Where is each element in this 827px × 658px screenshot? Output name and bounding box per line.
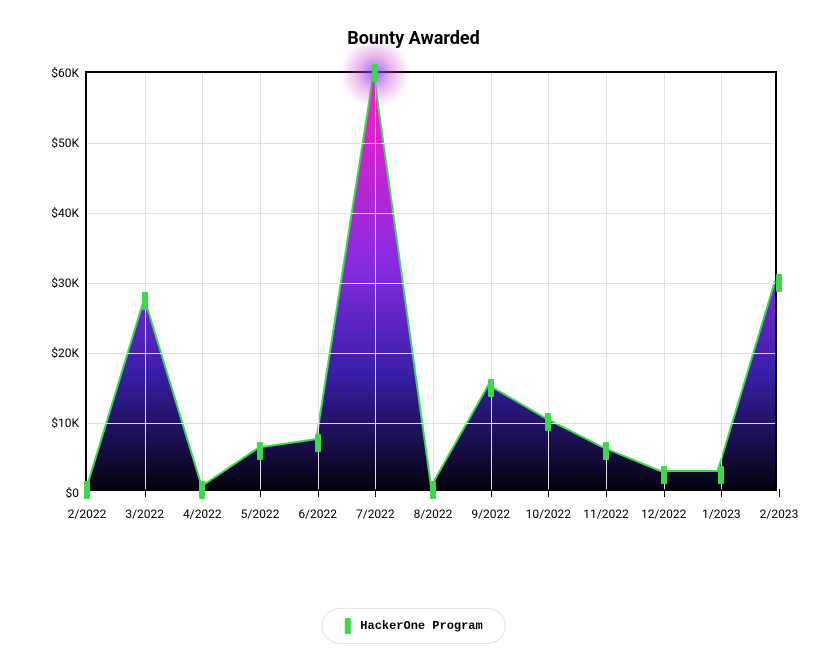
legend-label: HackerOne Program bbox=[360, 619, 482, 633]
x-gridline bbox=[202, 73, 203, 489]
y-gridline bbox=[87, 283, 775, 284]
area-svg bbox=[87, 73, 775, 489]
data-marker bbox=[661, 466, 667, 484]
x-gridline bbox=[145, 73, 146, 489]
y-gridline bbox=[87, 213, 775, 214]
data-marker bbox=[603, 442, 609, 460]
area-fill bbox=[87, 73, 775, 489]
series-line bbox=[87, 73, 775, 486]
x-gridline bbox=[664, 73, 665, 489]
data-marker bbox=[430, 481, 436, 499]
y-axis-label: $40K bbox=[51, 206, 87, 220]
x-axis-label: 2/2023 bbox=[760, 489, 799, 521]
y-axis-label: $20K bbox=[51, 346, 87, 360]
chart-title: Bounty Awarded bbox=[0, 0, 827, 49]
x-gridline bbox=[491, 73, 492, 489]
y-axis-label: $10K bbox=[51, 416, 87, 430]
data-marker bbox=[315, 434, 321, 452]
y-axis-label: $50K bbox=[51, 136, 87, 150]
x-gridline bbox=[721, 73, 722, 489]
y-gridline bbox=[87, 353, 775, 354]
y-gridline bbox=[87, 143, 775, 144]
y-axis-label: $30K bbox=[51, 276, 87, 290]
data-marker bbox=[545, 413, 551, 431]
x-gridline bbox=[606, 73, 607, 489]
y-axis-label: $60K bbox=[51, 66, 87, 80]
data-marker bbox=[257, 442, 263, 460]
legend: HackerOne Program bbox=[321, 608, 505, 644]
data-marker bbox=[142, 292, 148, 310]
x-axis-label: 1/2023 bbox=[702, 489, 741, 521]
plot-area: $0$10K$20K$30K$40K$50K$60K2/20223/20224/… bbox=[85, 71, 777, 491]
data-marker bbox=[488, 379, 494, 397]
chart-container: Bounty Awarded $0$10K$20K$30K$40K$50K$60… bbox=[0, 0, 827, 658]
x-axis-label: 6/2022 bbox=[298, 489, 337, 521]
x-gridline bbox=[433, 73, 434, 489]
x-gridline bbox=[375, 73, 376, 489]
data-marker bbox=[372, 64, 378, 82]
data-marker bbox=[776, 274, 782, 292]
x-axis-label: 7/2022 bbox=[356, 489, 395, 521]
x-gridline bbox=[260, 73, 261, 489]
x-axis-label: 9/2022 bbox=[471, 489, 510, 521]
x-gridline bbox=[318, 73, 319, 489]
data-marker bbox=[199, 481, 205, 499]
x-axis-label: 12/2022 bbox=[641, 489, 686, 521]
x-axis-label: 10/2022 bbox=[526, 489, 571, 521]
x-axis-label: 5/2022 bbox=[241, 489, 280, 521]
chart-wrap: $0$10K$20K$30K$40K$50K$60K2/20223/20224/… bbox=[85, 71, 777, 491]
x-axis-label: 3/2022 bbox=[125, 489, 164, 521]
legend-swatch bbox=[344, 618, 350, 634]
data-marker bbox=[718, 466, 724, 484]
data-marker bbox=[84, 481, 90, 499]
x-axis-label: 11/2022 bbox=[583, 489, 628, 521]
y-gridline bbox=[87, 423, 775, 424]
